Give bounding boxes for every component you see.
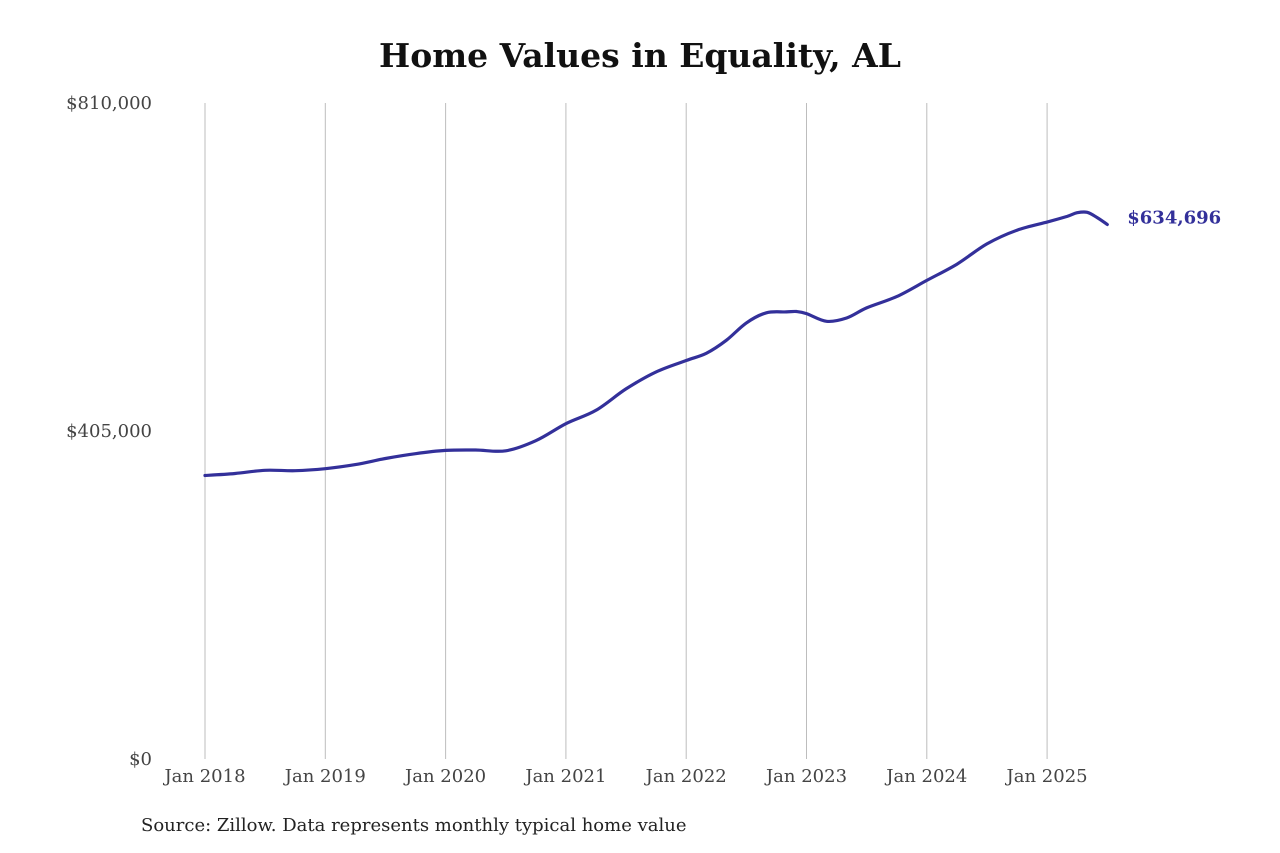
x-tick-label: Jan 2024	[884, 766, 967, 787]
x-tick-label: Jan 2019	[283, 766, 366, 787]
x-tick-label: Jan 2022	[644, 766, 727, 787]
home-value-line	[203, 210, 1109, 478]
x-tick-label: Jan 2025	[1005, 766, 1088, 787]
x-tick-label: Jan 2018	[162, 766, 245, 787]
x-tick-label: Jan 2023	[764, 766, 847, 787]
x-axis-ticks: Jan 2018 Jan 2019 Jan 2020 Jan 2021 Jan 2022…	[162, 766, 1087, 787]
y-tick-label: $405,000	[66, 421, 152, 442]
chart-title: Home Values in Equality, AL	[379, 36, 901, 75]
grid-lines	[204, 103, 1048, 759]
y-tick-label: $0	[129, 749, 152, 770]
y-axis-ticks: $0 $405,000 $810,000	[66, 93, 152, 770]
source-note: Source: Zillow. Data represents monthly …	[141, 815, 687, 836]
end-value-label: $634,696	[1127, 207, 1221, 228]
y-tick-label: $810,000	[66, 93, 152, 114]
x-tick-label: Jan 2020	[403, 766, 486, 787]
x-tick-label: Jan 2021	[523, 766, 606, 787]
